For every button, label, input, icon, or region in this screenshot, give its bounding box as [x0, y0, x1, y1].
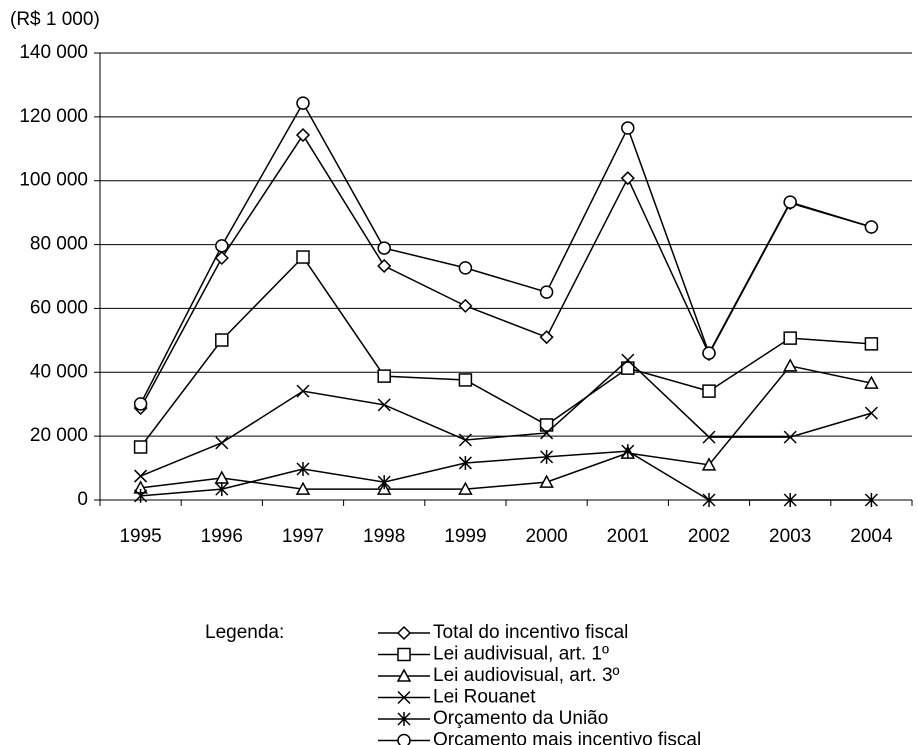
marker: [458, 455, 472, 470]
marker: [864, 493, 878, 507]
marker: [134, 488, 148, 503]
marker: [782, 358, 798, 372]
legend-marker: [396, 625, 412, 641]
marker: [377, 398, 391, 412]
legend-label: Lei audiovisual, art. 3º: [433, 665, 620, 686]
y-axis-label: (R$ 1 000): [10, 9, 100, 30]
marker: [296, 462, 310, 477]
marker: [458, 481, 473, 495]
marker: [539, 418, 554, 432]
x-tick-label: 1998: [363, 526, 405, 547]
x-tick-label: 2000: [525, 526, 567, 547]
marker: [620, 171, 635, 186]
marker: [295, 127, 311, 143]
marker: [783, 195, 797, 209]
marker: [783, 493, 797, 507]
marker: [377, 241, 391, 255]
marker: [539, 285, 554, 299]
marker: [539, 330, 554, 345]
marker: [215, 436, 229, 450]
y-tick-label: 100 000: [19, 170, 88, 191]
marker: [540, 449, 554, 464]
marker: [539, 474, 554, 488]
marker: [864, 337, 879, 351]
marker: [702, 430, 716, 444]
x-tick-label: 2003: [769, 526, 811, 547]
x-tick-label: 1997: [282, 526, 324, 547]
x-tick-label: 1999: [444, 526, 486, 547]
marker: [783, 331, 797, 345]
y-tick-label: 120 000: [19, 106, 88, 127]
marker: [621, 444, 635, 459]
marker: [621, 121, 635, 135]
y-tick-label: 60 000: [30, 297, 88, 318]
legend-label: Total do incentivo fiscal: [433, 622, 628, 643]
x-tick-label: 2004: [850, 526, 893, 547]
series-line: [140, 365, 872, 490]
marker: [377, 258, 392, 274]
marker: [458, 373, 473, 387]
legend-marker: [397, 712, 411, 726]
y-tick-label: 140 000: [19, 42, 88, 63]
marker: [621, 361, 635, 375]
legend-marker: [397, 733, 411, 745]
legend-title: Legenda:: [205, 622, 284, 643]
marker: [215, 239, 229, 253]
marker: [134, 469, 148, 483]
legend-marker: [396, 668, 412, 682]
marker: [296, 384, 310, 398]
marker: [702, 493, 716, 507]
marker: [783, 430, 797, 444]
legend-label: Lei Rouanet: [433, 687, 536, 708]
marker: [458, 261, 473, 275]
marker: [215, 482, 229, 497]
x-tick-label: 2001: [607, 526, 649, 547]
marker: [133, 397, 148, 411]
marker: [540, 426, 554, 440]
marker: [702, 384, 716, 398]
y-tick-label: 40 000: [30, 361, 88, 382]
y-tick-label: 0: [77, 489, 88, 510]
marker: [701, 457, 717, 471]
marker: [214, 250, 229, 266]
series-line: [139, 133, 872, 409]
marker: [377, 369, 391, 383]
y-tick-label: 80 000: [30, 234, 88, 255]
marker: [621, 353, 635, 367]
x-tick-label: 1996: [201, 526, 243, 547]
series-line: [139, 101, 872, 405]
marker: [295, 481, 311, 495]
series-line: [140, 450, 872, 501]
legend-label: Orçamento da União: [433, 708, 608, 729]
series-line: [140, 359, 872, 477]
marker: [864, 406, 878, 420]
legend-marker: [397, 690, 411, 705]
legend-marker: [397, 647, 411, 662]
marker: [458, 298, 473, 313]
marker: [296, 96, 310, 110]
marker: [214, 470, 230, 484]
marker: [296, 250, 310, 264]
marker: [864, 220, 879, 234]
x-tick-label: 2002: [688, 526, 730, 547]
marker: [133, 440, 148, 454]
marker: [864, 375, 879, 389]
legend-label: Orçamento mais incentivo fiscal: [433, 730, 701, 745]
marker: [702, 346, 716, 360]
y-tick-label: 20 000: [30, 425, 88, 446]
legend-label: Lei audivisual, art. 1º: [433, 644, 609, 665]
series-line: [140, 255, 872, 448]
marker: [458, 433, 472, 447]
marker: [377, 475, 391, 490]
x-tick-label: 1995: [119, 526, 161, 547]
marker: [215, 333, 229, 347]
